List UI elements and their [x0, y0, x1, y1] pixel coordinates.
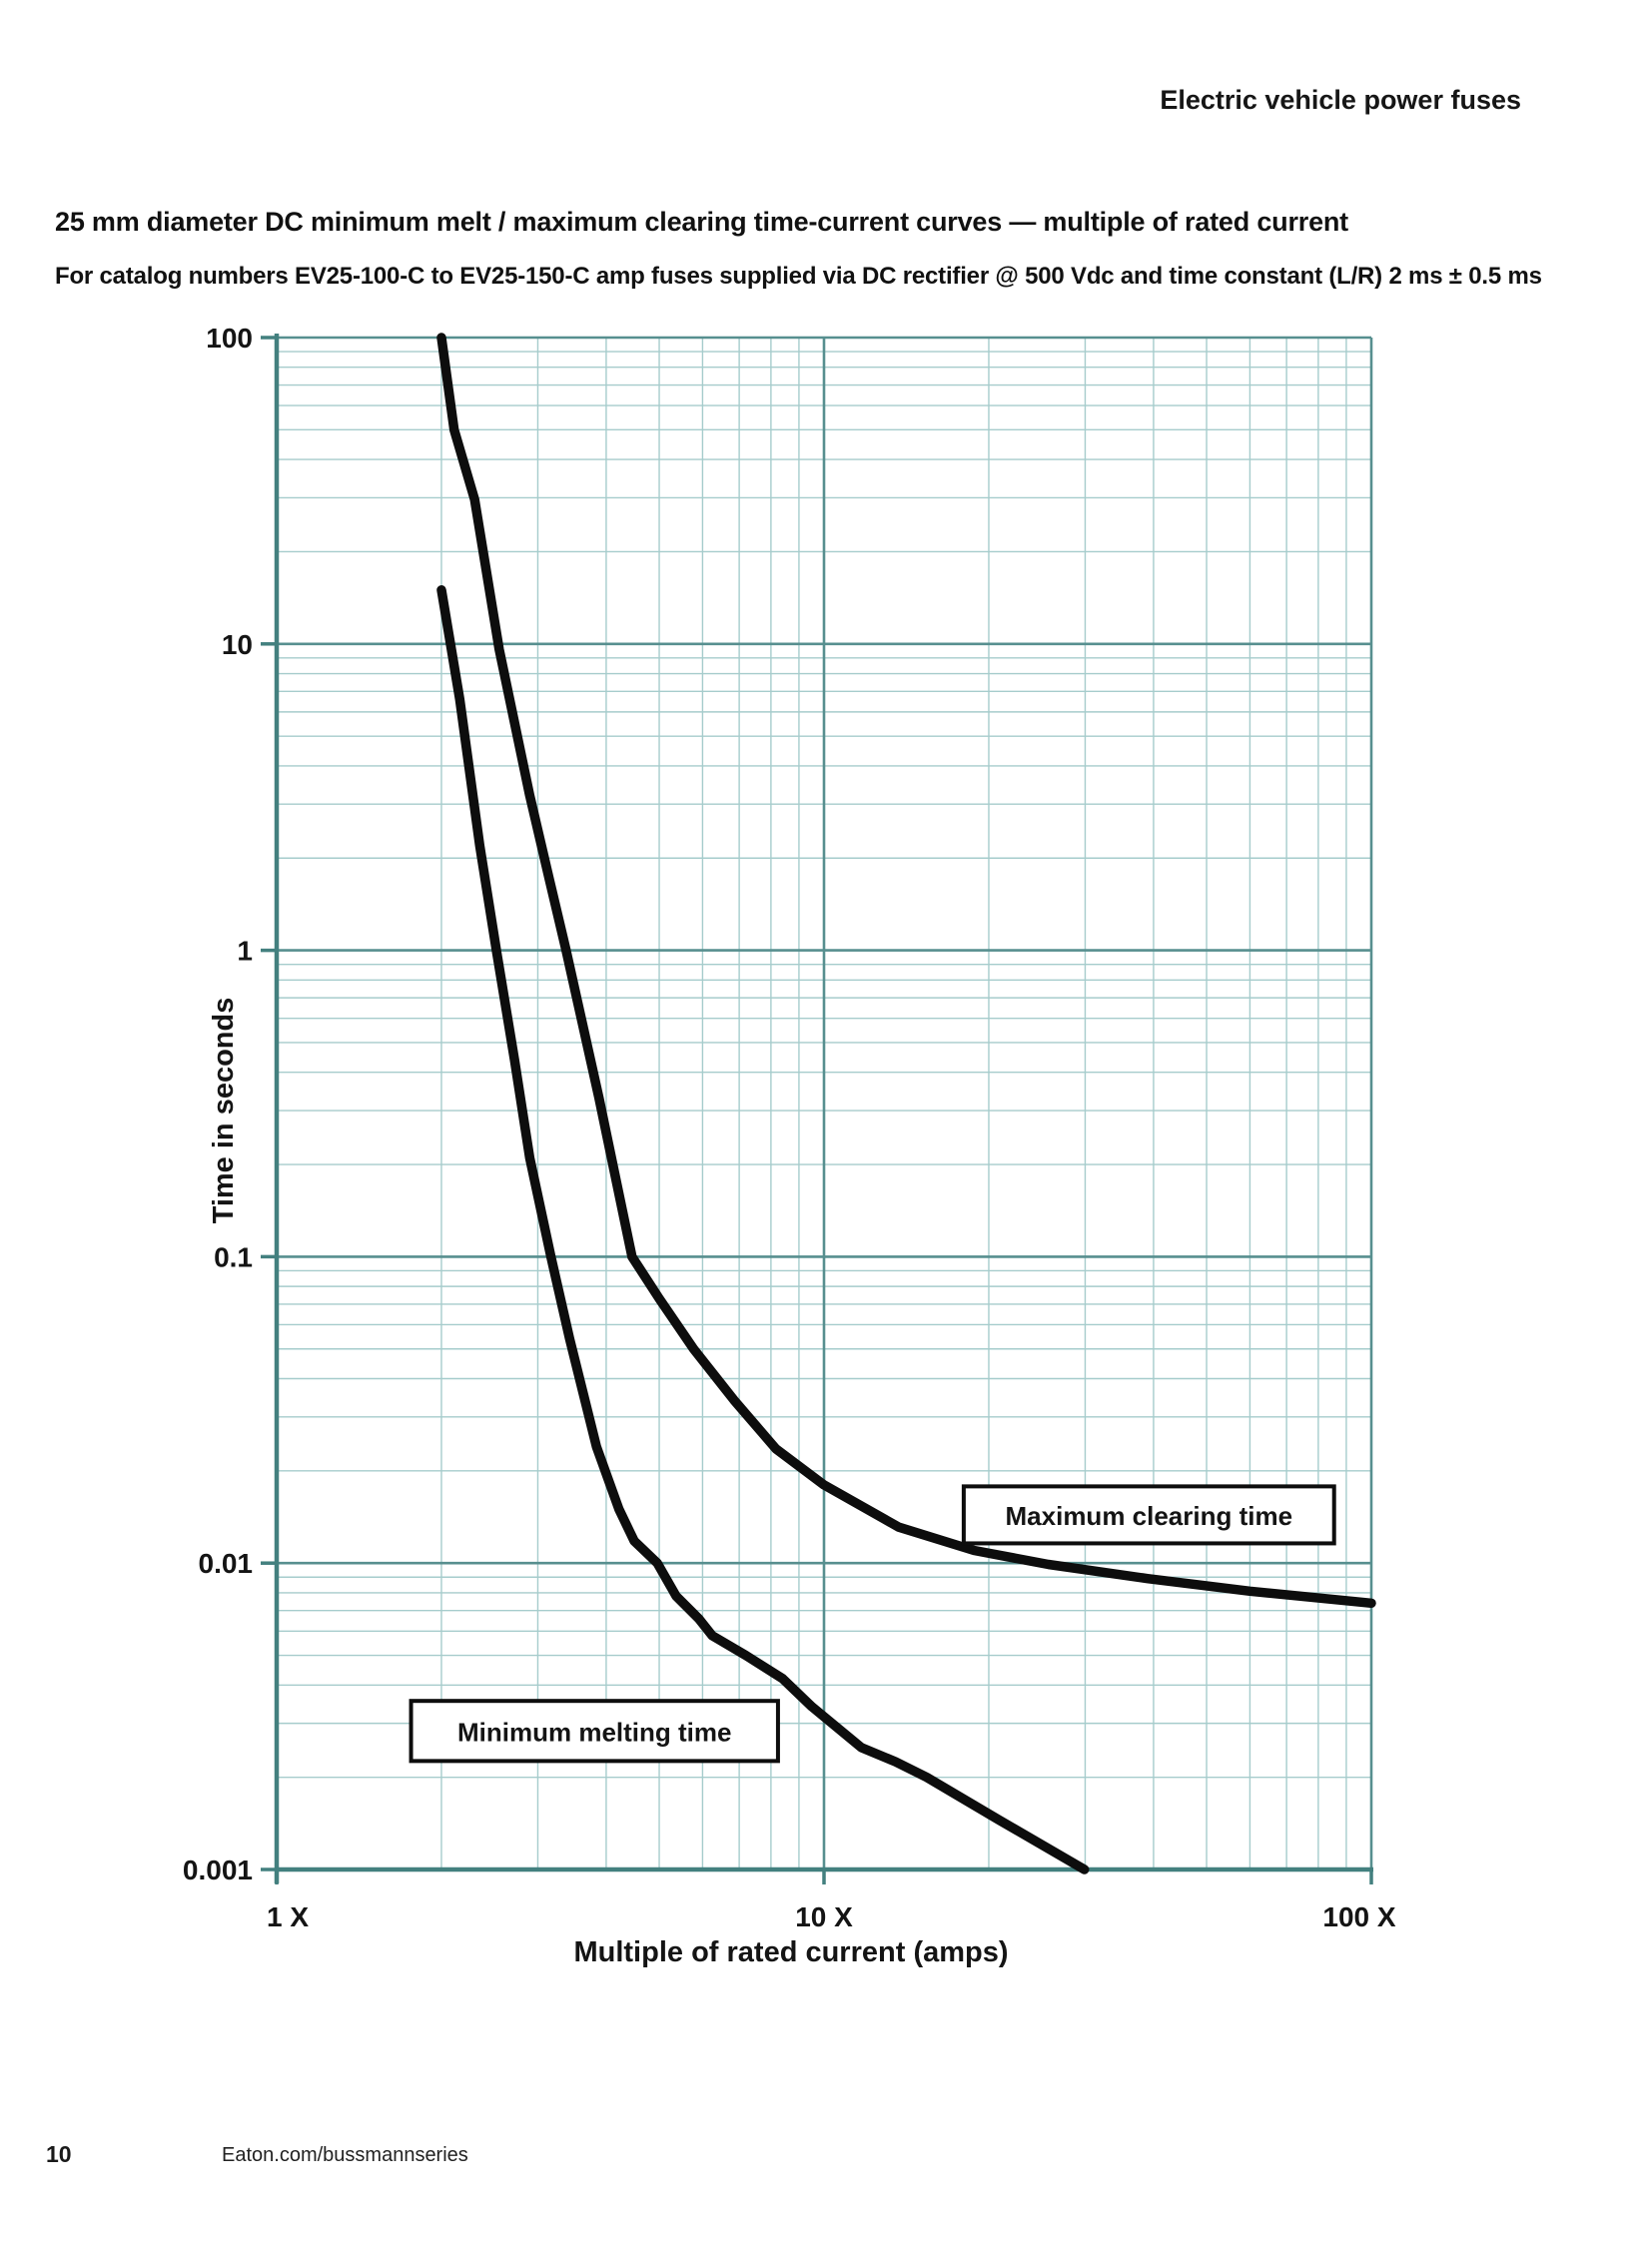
y-tick-label-0-1: 0.1	[214, 1241, 253, 1272]
x-tick-label-1-x: 1 X	[267, 1901, 309, 1932]
y-tick-label-0-01: 0.01	[199, 1548, 254, 1579]
y-tick-label-1: 1	[237, 936, 253, 967]
label-text-maximum-clearing-time: Maximum clearing time	[1006, 1501, 1293, 1531]
axis-frame	[261, 334, 1373, 1884]
y-axis-title: Time in seconds	[208, 998, 240, 1224]
label-text-minimum-melting-time: Minimum melting time	[457, 1717, 731, 1747]
curve-maximum-clearing-time	[436, 333, 1376, 1609]
y-tick-label-100: 100	[206, 323, 253, 354]
tick-labels: 100 10 1 0.1 0.01 0.001 1 X 10 X 100 X	[183, 323, 1396, 1932]
footer-link[interactable]: Eaton.com/bussmannseries	[222, 2144, 468, 2166]
page-number: 10	[46, 2141, 72, 2167]
label-box-maximum-clearing-time: Maximum clearing time	[961, 1484, 1336, 1546]
header-title: Electric vehicle power fuses	[1160, 85, 1521, 115]
chart-title: 25 mm diameter DC minimum melt / maximum…	[55, 207, 1348, 237]
grid-minor-lines	[277, 338, 1371, 1869]
page-header: Electric vehicle power fuses	[0, 85, 1521, 116]
label-box-minimum-melting-time: Minimum melting time	[409, 1699, 780, 1764]
curve-minimum-melting-time	[436, 585, 1090, 1874]
y-tick-label-10: 10	[222, 629, 253, 660]
x-tick-label-100-x: 100 X	[1322, 1901, 1395, 1932]
x-axis-title: Multiple of rated current (amps)	[573, 1936, 1008, 1968]
y-tick-label-0-001: 0.001	[183, 1855, 253, 1885]
page-footer: 10 Eaton.com/bussmannseries	[0, 2141, 1652, 2181]
x-tick-label-10-x: 10 X	[795, 1901, 853, 1932]
chart-subtitle: For catalog numbers EV25-100-C to EV25-1…	[55, 263, 1542, 290]
